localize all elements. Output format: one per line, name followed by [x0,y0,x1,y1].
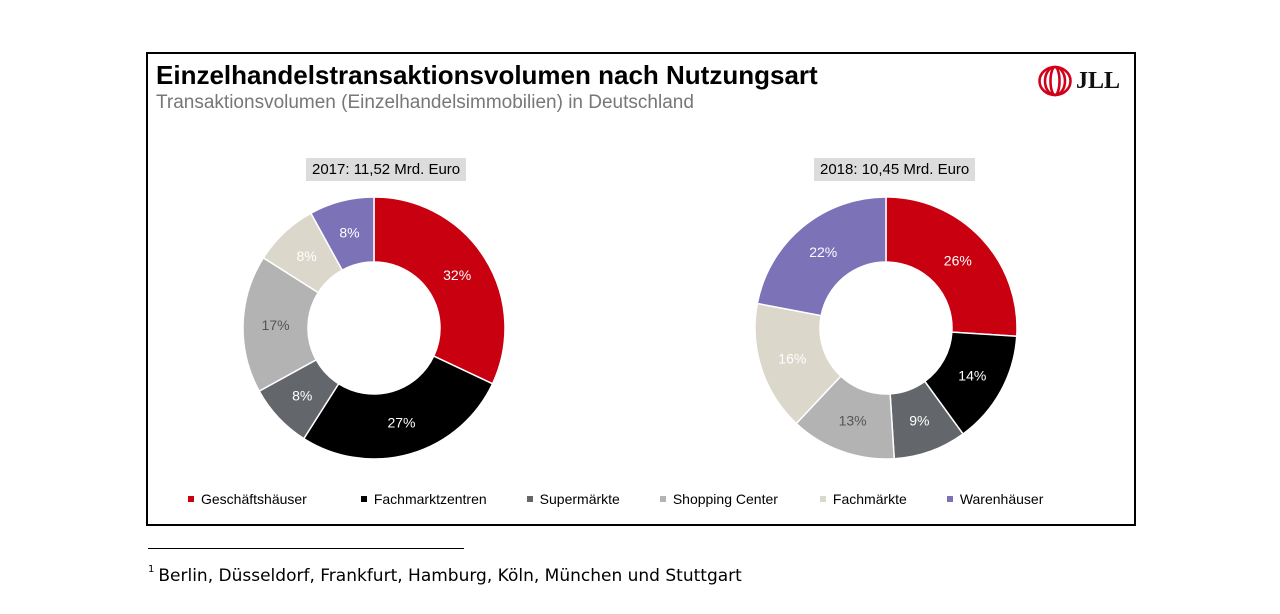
slice-label: 22% [809,244,837,260]
legend-item: Geschäftshäuser [188,491,307,507]
legend-label: Warenhäuser [959,491,1044,507]
slice-label: 9% [909,413,929,429]
donut-2018: 26% 14% 9% 13% 16% 22% [754,196,1018,460]
legend-label: Fachmarktzentren [373,491,487,507]
legend-item: Supermärkte [526,491,620,507]
legend-label: Shopping Center [672,491,778,507]
slice-warenhäuser [309,196,375,272]
donut-2017: 32% 27% 8% 17% 8% 8% [242,196,506,460]
slice-label: 8% [339,225,359,241]
footnote: 1 Berlin, Düsseldorf, Frankfurt, Hamburg,… [148,564,742,586]
legend-label: Supermärkte [539,491,620,507]
legend-item: Shopping Center [659,491,778,507]
jll-logo-text: JLL [1075,67,1120,94]
legend-swatch [188,496,194,502]
slice-label: 16% [778,350,806,366]
slice-label: 27% [387,415,415,431]
slice-label: 26% [944,253,972,269]
chart-subtitle: Transaktionsvolumen (Einzelhandelsimmobi… [156,92,694,113]
footnote-divider [148,548,464,549]
donut-2017-label: 2017: 11,52 Mrd. Euro [306,158,467,181]
slice-geschäftshäuser [373,196,506,385]
chart-frame: Einzelhandelstransaktionsvolumen nach Nu… [146,52,1136,526]
slice-label: 17% [262,317,290,333]
slice-label: 13% [839,413,867,429]
slice-label: 8% [296,248,316,264]
legend-item: Warenhäuser [946,491,1044,507]
legend-swatch [946,496,953,502]
legend-swatch [819,496,826,502]
jll-logo: JLL [1037,64,1120,98]
legend-label: Geschäftshäuser [201,491,307,507]
legend-swatch [659,496,666,502]
slice-label: 14% [958,367,986,383]
slice-fachmarktzentren [302,355,494,460]
footnote-marker: 1 [148,564,155,575]
legend-label: Fachmärkte [832,491,907,507]
legend-swatch [360,496,367,502]
slice-geschäftshäuser [885,196,1018,338]
slice-warenhäuser [756,196,887,317]
legend: Geschäftshäuser Fachmarktzentren Supermärk… [188,491,1043,507]
slice-label: 32% [443,267,471,283]
chart-title: Einzelhandelstransaktionsvolumen nach Nu… [156,60,818,90]
legend-item: Fachmärkte [819,491,907,507]
legend-item: Fachmarktzentren [360,491,487,507]
slice-label: 8% [292,387,312,403]
footnote-text: Berlin, Düsseldorf, Frankfurt, Hamburg, … [158,566,742,586]
donut-2018-label: 2018: 10,45 Mrd. Euro [814,158,976,181]
legend-swatch [526,496,533,502]
jll-logo-icon [1038,65,1072,97]
